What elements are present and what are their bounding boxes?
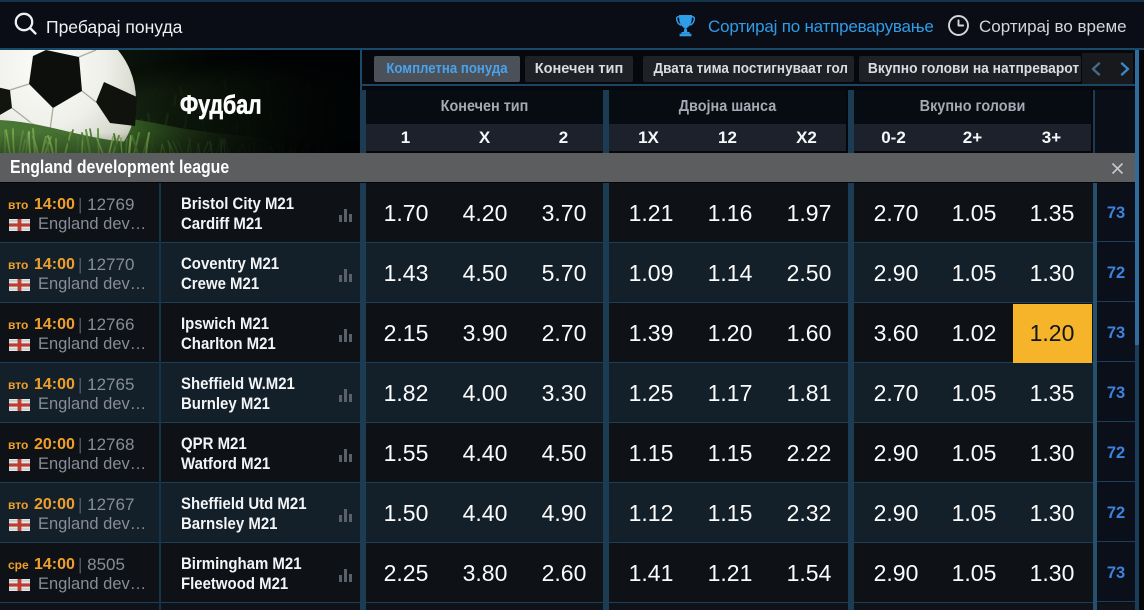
svg-text:Фудбал: Фудбал: [180, 91, 262, 121]
